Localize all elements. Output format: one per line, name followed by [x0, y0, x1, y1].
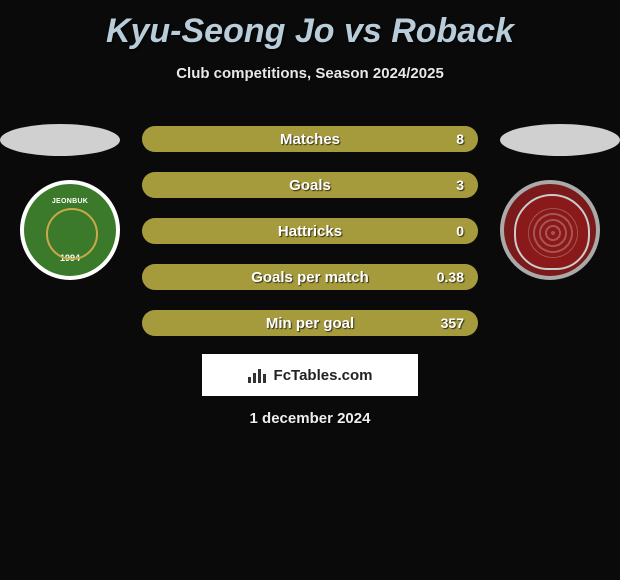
stat-row: Hattricks 0: [142, 218, 478, 244]
stat-label: Min per goal: [266, 315, 354, 332]
stat-value: 357: [441, 315, 464, 331]
stats-panel: Matches 8 Goals 3 Hattricks 0 Goals per match 0…: [142, 126, 478, 356]
club-right-shield-icon: [514, 194, 590, 270]
snapshot-date: 1 december 2024: [0, 410, 620, 427]
stat-value: 0.38: [437, 269, 464, 285]
stat-label: Goals per match: [251, 269, 369, 286]
stat-label: Goals: [289, 177, 331, 194]
club-badge-right: [500, 180, 600, 280]
bars-chart-icon: [248, 367, 268, 383]
stat-row: Goals 3: [142, 172, 478, 198]
comparison-title: Kyu-Seong Jo vs Roback: [0, 0, 620, 51]
stat-value: 0: [456, 223, 464, 239]
player-avatar-placeholder-left: [0, 124, 120, 156]
comparison-subtitle: Club competitions, Season 2024/2025: [0, 65, 620, 82]
stat-row: Min per goal 357: [142, 310, 478, 336]
club-left-name-top: JEONBUK: [24, 198, 116, 205]
attribution-text: FcTables.com: [274, 367, 373, 384]
stat-label: Hattricks: [278, 223, 342, 240]
stat-value: 8: [456, 131, 464, 147]
stat-row: Matches 8: [142, 126, 478, 152]
club-badge-left: JEONBUK 1994: [20, 180, 120, 280]
player-avatar-placeholder-right: [500, 124, 620, 156]
stat-value: 3: [456, 177, 464, 193]
stat-label: Matches: [280, 131, 340, 148]
attribution-badge: FcTables.com: [202, 354, 418, 396]
club-left-swirl-icon: [46, 208, 98, 260]
stat-row: Goals per match 0.38: [142, 264, 478, 290]
